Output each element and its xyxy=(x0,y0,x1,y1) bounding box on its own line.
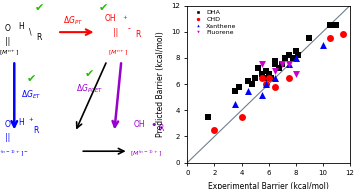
Point xyxy=(259,72,265,75)
Text: ✔: ✔ xyxy=(35,3,44,12)
Text: •: • xyxy=(150,120,157,130)
Legend: DHA, CHD, Xanthene, Fluorene: DHA, CHD, Xanthene, Fluorene xyxy=(191,9,238,36)
Point xyxy=(293,50,298,53)
Point xyxy=(263,83,269,86)
Point xyxy=(272,59,278,62)
Point xyxy=(279,63,285,66)
Point xyxy=(263,83,269,86)
Text: H: H xyxy=(19,118,24,127)
Point xyxy=(282,57,288,60)
Point xyxy=(290,57,296,60)
Text: \: \ xyxy=(29,28,32,37)
Point xyxy=(306,37,312,40)
Point xyxy=(293,72,298,75)
Point xyxy=(263,76,269,79)
Text: OH: OH xyxy=(134,120,145,129)
Text: $[M^{n+}]$: $[M^{n+}]$ xyxy=(107,48,128,58)
Point xyxy=(268,76,274,79)
Point xyxy=(246,89,251,92)
Point xyxy=(239,115,245,118)
Text: $\Delta G_{PT}$: $\Delta G_{PT}$ xyxy=(63,15,83,27)
Text: $\Delta G_{PCET}$: $\Delta G_{PCET}$ xyxy=(76,83,103,95)
Text: ||: || xyxy=(114,28,119,37)
Text: $[M^{(n-1)+}]$: $[M^{(n-1)+}]$ xyxy=(130,148,162,158)
Text: R: R xyxy=(135,29,140,39)
Point xyxy=(279,63,285,66)
Text: $[M^{(n-1)+}]^-$: $[M^{(n-1)+}]^-$ xyxy=(0,148,29,158)
Point xyxy=(232,102,238,105)
Point xyxy=(272,76,278,79)
Text: ✔: ✔ xyxy=(26,74,36,84)
Point xyxy=(286,76,292,79)
Point xyxy=(259,93,265,96)
Text: -: - xyxy=(127,24,130,33)
Point xyxy=(236,85,242,88)
Text: H: H xyxy=(19,22,24,31)
Text: ✔: ✔ xyxy=(85,69,94,79)
Point xyxy=(266,72,272,75)
Text: R: R xyxy=(158,124,164,133)
Point xyxy=(277,67,282,70)
Text: ||: || xyxy=(5,37,10,46)
Text: $\Delta G_{ET}$: $\Delta G_{ET}$ xyxy=(21,88,41,101)
Point xyxy=(286,63,292,66)
Point xyxy=(263,70,269,73)
Point xyxy=(327,37,332,40)
Point xyxy=(259,76,265,79)
Point xyxy=(272,63,278,66)
Text: R: R xyxy=(33,126,39,135)
Point xyxy=(266,76,272,79)
Text: OH: OH xyxy=(105,14,116,23)
X-axis label: Experimental Barrier (kcal/mol): Experimental Barrier (kcal/mol) xyxy=(208,182,329,189)
Point xyxy=(250,83,255,86)
Point xyxy=(205,115,211,118)
Point xyxy=(212,128,217,131)
Text: ✔: ✔ xyxy=(99,3,108,12)
Point xyxy=(252,76,258,79)
Point xyxy=(286,63,292,66)
Text: O: O xyxy=(4,24,10,33)
Y-axis label: Predicted Barrier (kcal/mol): Predicted Barrier (kcal/mol) xyxy=(156,31,165,137)
Point xyxy=(246,80,251,83)
Point xyxy=(286,54,292,57)
Point xyxy=(340,33,346,36)
Point xyxy=(272,85,278,88)
Point xyxy=(327,24,332,27)
Point xyxy=(293,57,298,60)
Text: +: + xyxy=(122,15,127,19)
Point xyxy=(259,63,265,66)
Text: ||: || xyxy=(5,133,10,143)
Point xyxy=(232,89,238,92)
Text: R: R xyxy=(36,33,42,42)
Text: $[M^{n+}]$: $[M^{n+}]$ xyxy=(0,48,19,58)
Point xyxy=(255,67,261,70)
Text: O: O xyxy=(4,120,10,129)
Point xyxy=(333,24,339,27)
Point xyxy=(272,70,278,73)
Point xyxy=(320,43,326,46)
Text: +: + xyxy=(28,117,33,122)
Point xyxy=(296,54,301,57)
